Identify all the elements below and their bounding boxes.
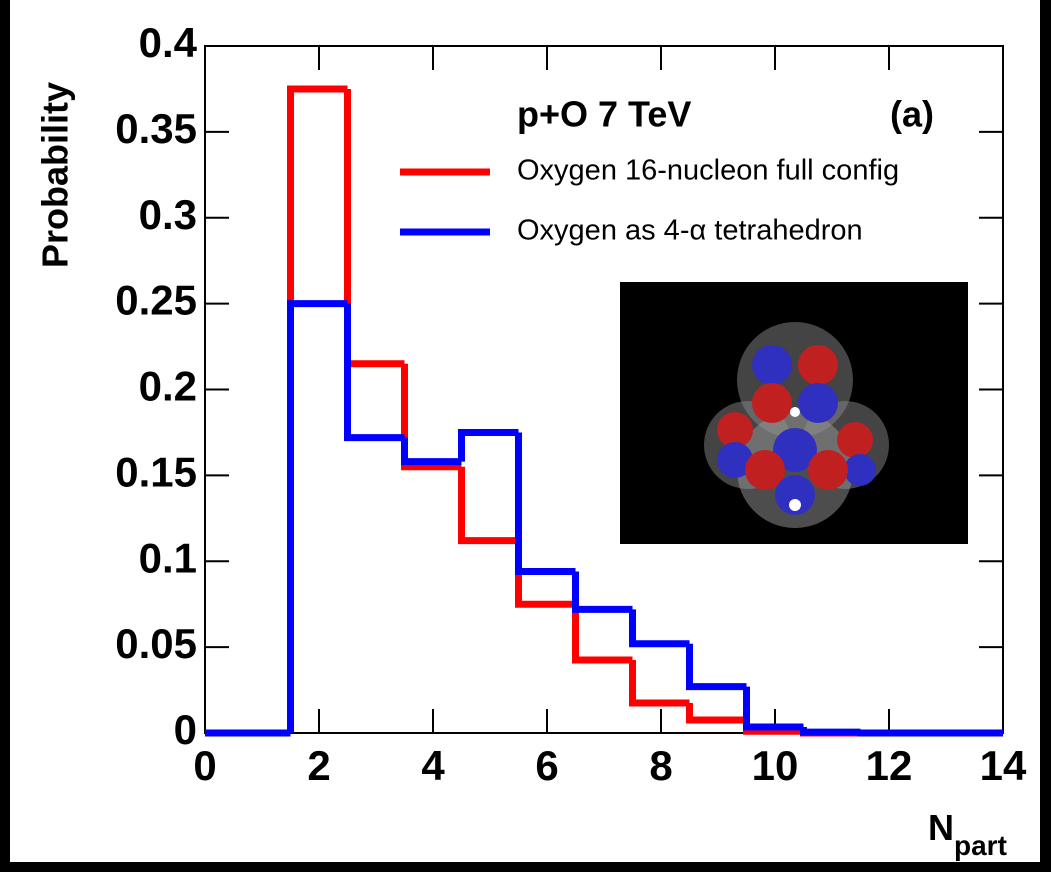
inset-image <box>620 282 968 544</box>
annotation: (a) <box>890 94 934 135</box>
y-tick-label: 0.35 <box>115 105 197 152</box>
x-axis-label-subscript: part <box>954 830 1007 861</box>
y-tick-label: 0 <box>174 706 197 753</box>
x-tick-label: 12 <box>866 742 913 789</box>
y-tick-label: 0.2 <box>139 363 197 410</box>
y-tick-label: 0.3 <box>139 191 197 238</box>
histogram-step <box>629 609 690 648</box>
histogram-step <box>686 643 747 691</box>
histogram-step <box>401 437 462 466</box>
x-axis-label: Npart <box>928 807 1007 862</box>
x-tick-label: 10 <box>752 742 799 789</box>
histogram-step <box>344 303 405 442</box>
legend-label: Oxygen 16-nucleon full config <box>517 155 899 187</box>
histogram-step <box>458 466 519 545</box>
histogram-step <box>287 300 348 733</box>
x-tick-label: 0 <box>193 742 216 789</box>
legend-label: Oxygen as 4-α tetrahedron <box>517 215 863 247</box>
histogram-step <box>857 729 918 737</box>
x-tick-label: 4 <box>421 742 445 789</box>
x-tick-label: 2 <box>307 742 330 789</box>
y-tick-label: 0.4 <box>139 19 198 66</box>
histogram-step <box>572 604 633 664</box>
y-tick-label: 0.1 <box>139 534 197 581</box>
y-tick-label: 0.25 <box>115 277 197 324</box>
histogram-step <box>800 726 861 736</box>
x-tick-label: 14 <box>980 742 1027 789</box>
histogram-step <box>743 686 804 731</box>
x-axis-label-main: N <box>928 807 954 848</box>
histogram-step <box>458 428 519 462</box>
histogram-step <box>515 432 576 576</box>
y-axis-label: Probability <box>35 82 76 268</box>
y-tick-label: 0.05 <box>115 620 197 667</box>
histogram-step <box>686 702 747 724</box>
x-tick-label: 8 <box>649 742 672 789</box>
histogram-step <box>629 660 690 707</box>
histogram-step <box>401 363 462 471</box>
y-tick-label: 0.15 <box>115 448 197 495</box>
x-tick-label: 6 <box>535 742 558 789</box>
histogram-step <box>572 571 633 613</box>
annotation: p+O 7 TeV <box>517 94 691 135</box>
